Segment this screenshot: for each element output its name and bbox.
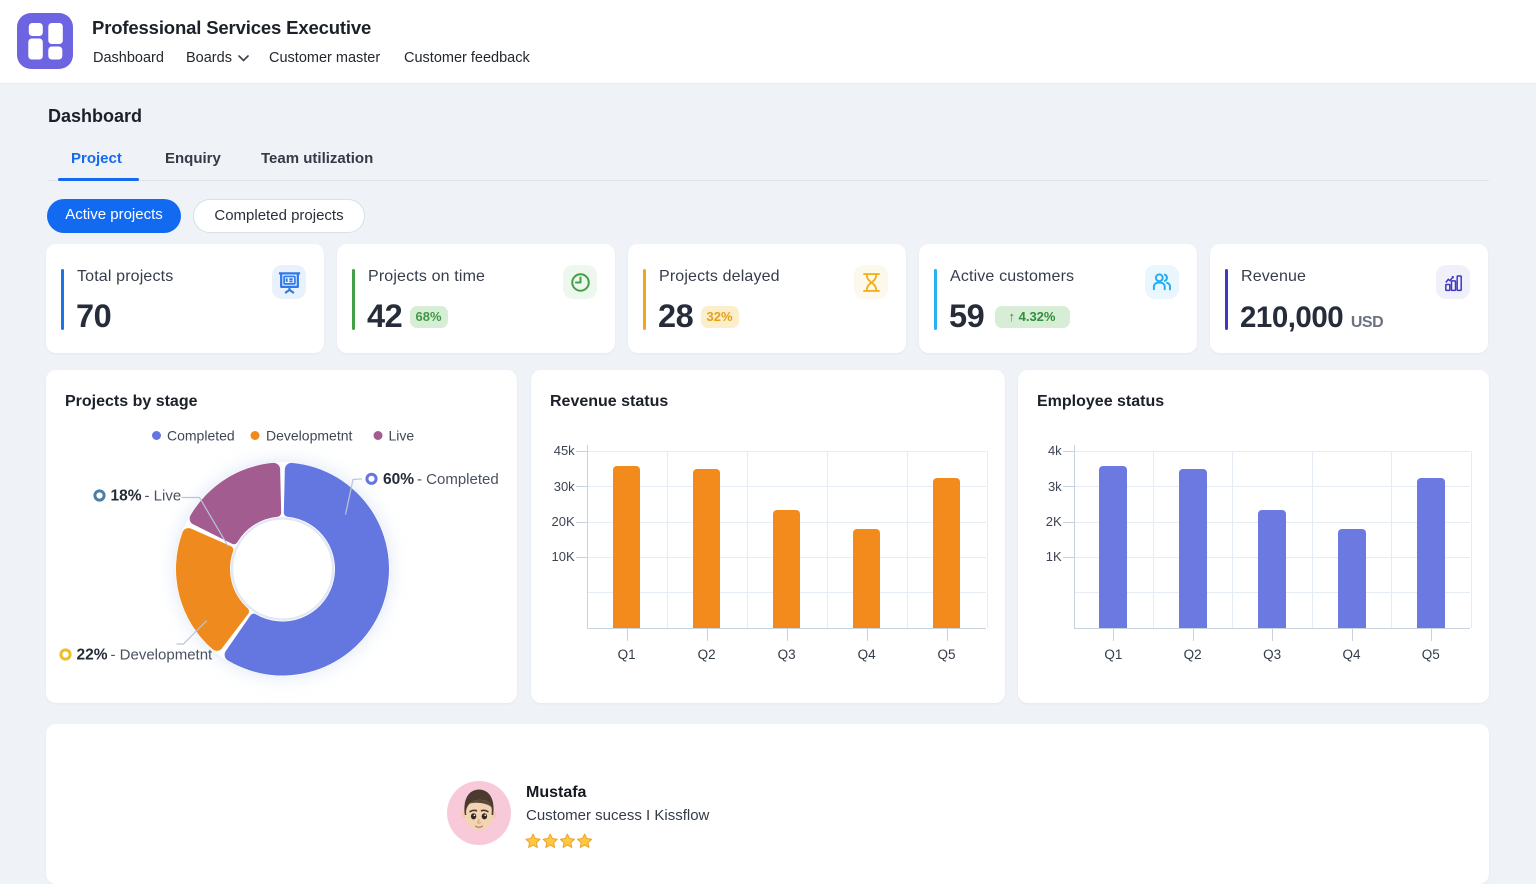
svg-text:Developmetnt: Developmetnt: [266, 428, 352, 444]
svg-text:- Completed: - Completed: [417, 471, 499, 488]
svg-text:- Live: - Live: [145, 488, 182, 505]
svg-text:18%: 18%: [111, 488, 142, 505]
svg-text:60%: 60%: [383, 471, 414, 488]
svg-text:22%: 22%: [77, 647, 108, 664]
svg-text:Live: Live: [389, 428, 415, 444]
svg-text:Completed: Completed: [167, 428, 235, 444]
svg-text:- Developmetnt: - Developmetnt: [111, 647, 214, 664]
